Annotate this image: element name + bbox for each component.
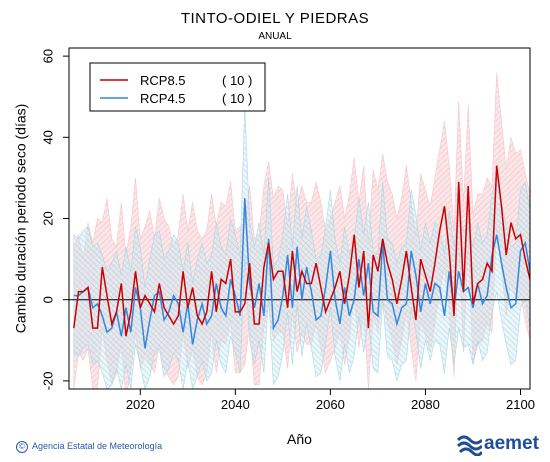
credit-label: Agencia Estatal de Meteorología	[32, 441, 163, 451]
x-tick-label: 2060	[316, 397, 345, 412]
legend-box	[89, 62, 266, 112]
y-axis-label: Cambio duración periodo seco (días)	[13, 104, 29, 334]
logo-text: aemet	[484, 433, 539, 454]
x-tick-label: 2020	[126, 397, 155, 412]
legend-count: ( 10 )	[222, 73, 252, 88]
series-line-rcp45	[73, 198, 530, 349]
chart-title: TINTO-ODIEL Y PIEDRAS	[180, 10, 370, 27]
y-tick-label: 60	[40, 49, 55, 63]
y-tick-label: 20	[40, 211, 55, 225]
legend-count: ( 10 )	[222, 91, 252, 106]
y-tick-label: 0	[40, 296, 55, 303]
y-tick-label: -20	[40, 371, 55, 390]
x-tick-label: 2100	[506, 397, 535, 412]
legend-label: RCP4.5	[140, 91, 186, 106]
credit-text: © Agencia Estatal de Meteorología	[16, 441, 162, 453]
copyright-icon: ©	[16, 441, 28, 453]
series-line-rcp85	[73, 165, 530, 337]
x-tick-label: 2080	[411, 397, 440, 412]
chart-subtitle: ANUAL	[258, 31, 292, 42]
legend-label: RCP8.5	[140, 73, 186, 88]
legend: RCP8.5 ( 10 ) RCP4.5 ( 10 )	[89, 62, 266, 112]
x-tick-label: 2040	[221, 397, 250, 412]
aemet-logo: aemet	[456, 432, 546, 456]
x-axis-label: Año	[287, 431, 312, 447]
y-tick-label: 40	[40, 130, 55, 144]
logo-icon	[456, 435, 482, 456]
